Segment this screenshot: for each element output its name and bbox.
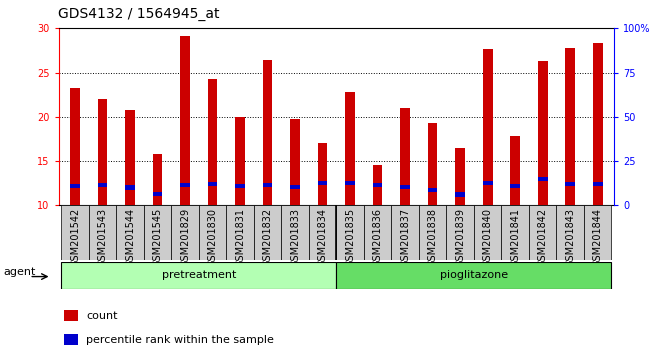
Bar [501,205,529,260]
Bar [483,49,493,205]
Text: GSM201829: GSM201829 [180,207,190,267]
Bar [208,182,217,186]
Bar [61,262,337,289]
Text: GSM201839: GSM201839 [455,207,465,267]
Bar [391,205,419,260]
Bar [529,205,556,260]
Bar [593,44,603,205]
Bar [373,183,382,187]
Bar [428,188,437,193]
Bar [263,183,272,187]
Bar [116,205,144,260]
Text: GSM201543: GSM201543 [98,207,107,267]
Text: GSM201844: GSM201844 [593,207,603,267]
Bar [337,205,364,260]
Text: GSM201843: GSM201843 [566,207,575,267]
Bar [254,205,281,260]
Bar [584,205,612,260]
Bar [89,205,116,260]
Text: GSM201835: GSM201835 [345,207,355,267]
Text: GSM201838: GSM201838 [428,207,437,267]
Bar [456,148,465,205]
Text: GSM201840: GSM201840 [483,207,493,267]
Bar [510,136,520,205]
Text: percentile rank within the sample: percentile rank within the sample [86,335,274,345]
Bar [98,99,107,205]
Text: pretreatment: pretreatment [162,270,236,280]
Bar [61,205,89,260]
Bar [364,205,391,260]
Text: GSM201836: GSM201836 [372,207,383,267]
Bar [483,181,493,185]
Text: GSM201833: GSM201833 [290,207,300,267]
Text: GSM201542: GSM201542 [70,207,80,267]
Bar [566,48,575,205]
Bar [419,205,447,260]
Bar [70,184,80,188]
Bar [153,154,162,205]
Bar [144,205,172,260]
Bar [447,205,474,260]
Bar [172,205,199,260]
Bar [318,181,328,185]
Text: GSM201837: GSM201837 [400,207,410,267]
Bar [566,182,575,186]
Bar [428,123,437,205]
Bar [125,110,135,205]
Bar [180,183,190,187]
Bar [345,92,355,205]
Text: GSM201831: GSM201831 [235,207,245,267]
Bar [125,185,135,190]
Text: agent: agent [3,267,35,277]
Bar [180,36,190,205]
Text: pioglitazone: pioglitazone [440,270,508,280]
Bar [263,60,272,205]
Text: GSM201832: GSM201832 [263,207,272,267]
Bar [70,88,80,205]
Bar [593,182,603,186]
Text: GSM201545: GSM201545 [153,207,162,267]
Bar [291,184,300,189]
Bar [199,205,226,260]
Bar [208,79,217,205]
Bar [474,205,501,260]
Bar [556,205,584,260]
Bar [400,108,410,205]
Text: GSM201830: GSM201830 [207,207,218,267]
Bar [281,205,309,260]
Bar [400,184,410,189]
Bar [235,184,245,188]
Bar [538,61,547,205]
Bar [98,183,107,187]
Bar [291,120,300,205]
Bar [337,262,612,289]
Text: GDS4132 / 1564945_at: GDS4132 / 1564945_at [58,7,220,21]
Bar [538,177,547,181]
Text: GSM201841: GSM201841 [510,207,520,267]
Text: GSM201544: GSM201544 [125,207,135,267]
Bar [235,117,245,205]
Bar [64,310,78,321]
Text: GSM201842: GSM201842 [538,207,548,267]
Bar [64,334,78,345]
Text: GSM201834: GSM201834 [318,207,328,267]
Bar [456,193,465,197]
Bar [309,205,337,260]
Bar [345,181,355,185]
Bar [226,205,254,260]
Bar [510,184,520,188]
Text: count: count [86,311,118,321]
Bar [153,192,162,196]
Bar [373,166,382,205]
Bar [318,143,328,205]
